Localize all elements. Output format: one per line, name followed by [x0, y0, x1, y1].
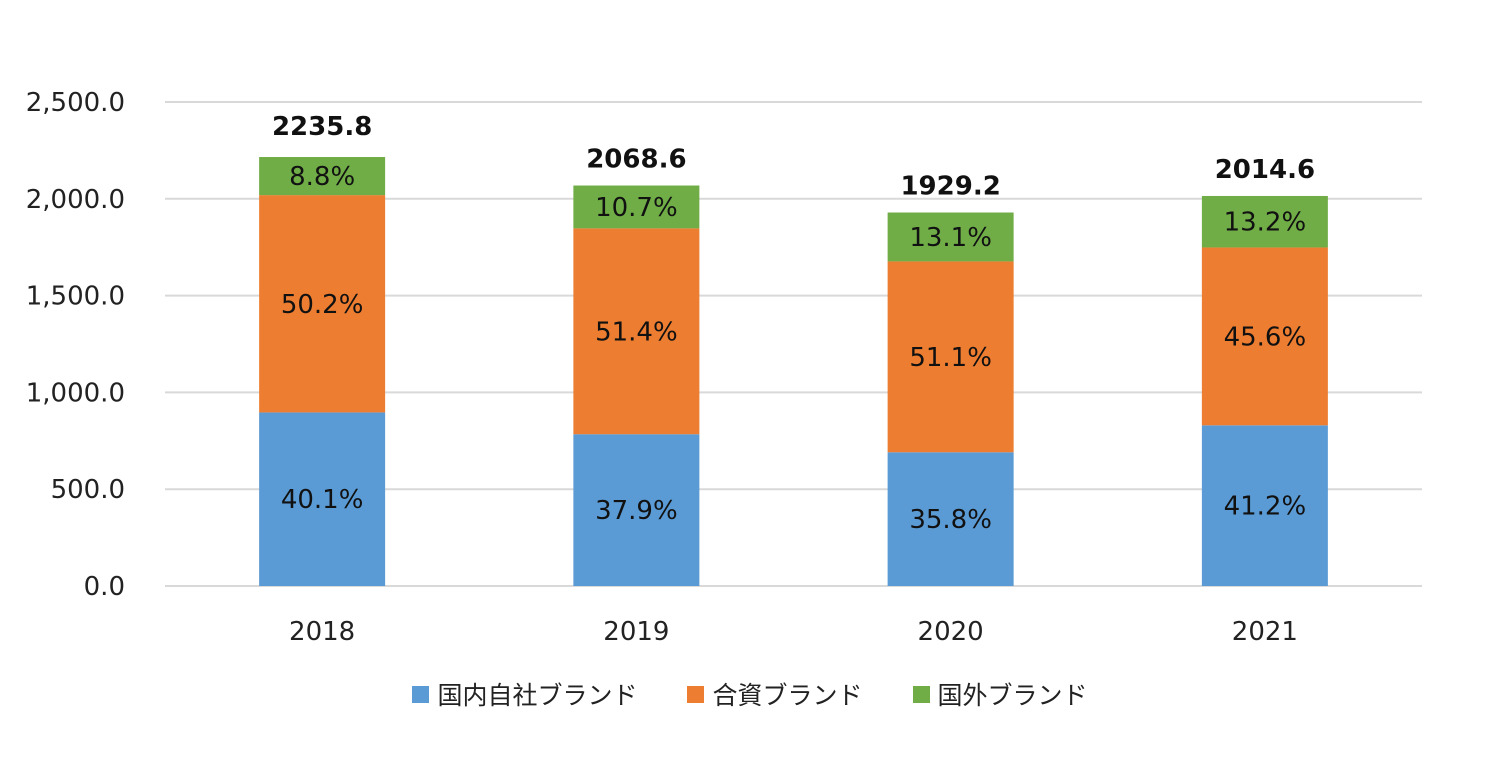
bar-segment-label: 8.8% — [289, 162, 355, 192]
x-tick-label: 2020 — [918, 617, 984, 647]
bar-total-label: 2235.8 — [272, 112, 372, 142]
y-tick-label: 500.0 — [51, 475, 125, 505]
legend-swatch-joint-venture — [687, 685, 705, 703]
bar-total-label: 1929.2 — [900, 172, 1000, 202]
x-tick-label: 2018 — [289, 617, 355, 647]
bar-segment — [259, 412, 386, 586]
y-tick-label: 2,000.0 — [26, 185, 125, 215]
bar-segment-label: 45.6% — [1224, 322, 1307, 352]
legend-swatch-domestic — [412, 685, 430, 703]
bar-segment — [573, 185, 700, 229]
legend-item-domestic: 国内自社ブランド — [412, 676, 637, 712]
bar-segment — [259, 157, 386, 196]
bars: 40.1% 50.2% 8.8% 2235.8 37.9% 51.4% 10.7% 2068.… — [259, 112, 1328, 586]
bar-segment-label: 13.2% — [1224, 208, 1307, 238]
legend-label-joint-venture: 合資ブランド — [712, 681, 863, 710]
legend: 国内自社ブランド 合資ブランド 国外ブランド — [0, 676, 1500, 712]
bar-segment — [887, 212, 1014, 262]
bar-segment — [573, 434, 700, 586]
bar-total-label: 2068.6 — [586, 145, 686, 175]
bar-segment-label: 10.7% — [595, 193, 678, 223]
y-tick-label: 1,000.0 — [26, 378, 125, 408]
x-axis: 2018 2019 2020 2021 — [289, 617, 1298, 647]
legend-label-foreign: 国外ブランド — [937, 681, 1088, 710]
bar-segment-label: 51.1% — [909, 343, 992, 373]
bar-segment-label: 51.4% — [595, 317, 678, 347]
bar-segment-label: 50.2% — [281, 290, 364, 320]
bar-segment — [259, 195, 386, 413]
x-tick-label: 2019 — [603, 617, 669, 647]
bar-segment — [887, 452, 1014, 586]
bar-segment-label: 35.8% — [909, 505, 992, 535]
y-tick-label: 1,500.0 — [26, 282, 125, 312]
legend-item-joint-venture: 合資ブランド — [687, 676, 863, 712]
legend-item-foreign: 国外ブランド — [912, 676, 1088, 712]
bar-segment — [887, 261, 1014, 453]
y-tick-label: 2,500.0 — [26, 88, 125, 118]
bar-total-label: 2014.6 — [1215, 155, 1315, 185]
bar-segment-label: 13.1% — [909, 223, 992, 253]
legend-label-domestic: 国内自社ブランド — [437, 681, 638, 710]
bar-segment — [1201, 425, 1328, 586]
bar-segment — [573, 228, 700, 435]
bar-segment-label: 41.2% — [1224, 492, 1307, 522]
x-tick-label: 2021 — [1232, 617, 1298, 647]
y-tick-label: 0.0 — [84, 572, 125, 602]
legend-swatch-foreign — [912, 685, 930, 703]
bar-segment — [1201, 247, 1328, 426]
bar-segment — [1201, 195, 1328, 248]
y-axis: 0.0 500.0 1,000.0 1,500.0 2,000.0 2,500.0 — [26, 88, 125, 602]
bar-segment-label: 37.9% — [595, 496, 678, 526]
bar-segment-label: 40.1% — [281, 485, 364, 515]
